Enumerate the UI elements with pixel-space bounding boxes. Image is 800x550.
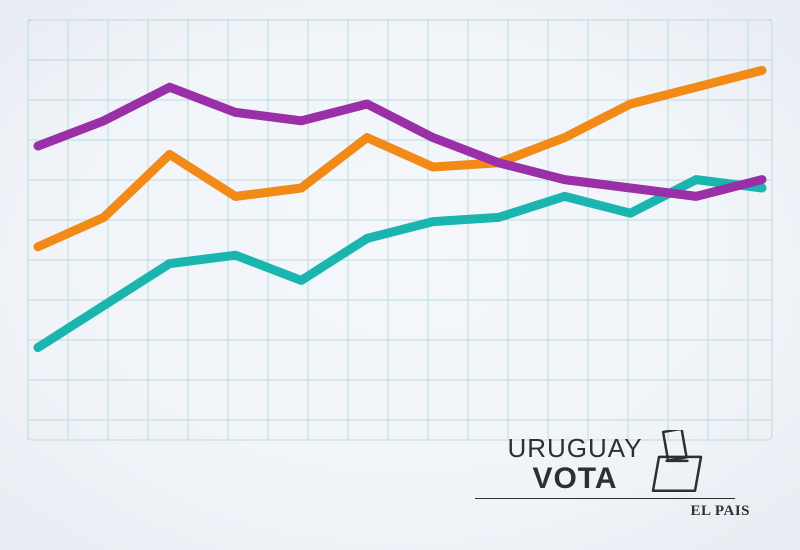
elpais-label: EL PAIS bbox=[691, 503, 751, 520]
badge-separator bbox=[475, 498, 735, 499]
ballot-box-icon bbox=[651, 430, 703, 494]
uruguay-vota-badge: URUGUAY VOTA EL PAIS bbox=[460, 430, 750, 520]
uruguay-label: URUGUAY bbox=[507, 435, 642, 462]
chart-canvas: URUGUAY VOTA EL PAIS bbox=[0, 0, 800, 550]
vota-label: VOTA bbox=[532, 463, 617, 495]
badge-text: URUGUAY VOTA bbox=[507, 435, 642, 494]
badge-top-row: URUGUAY VOTA bbox=[507, 430, 702, 494]
